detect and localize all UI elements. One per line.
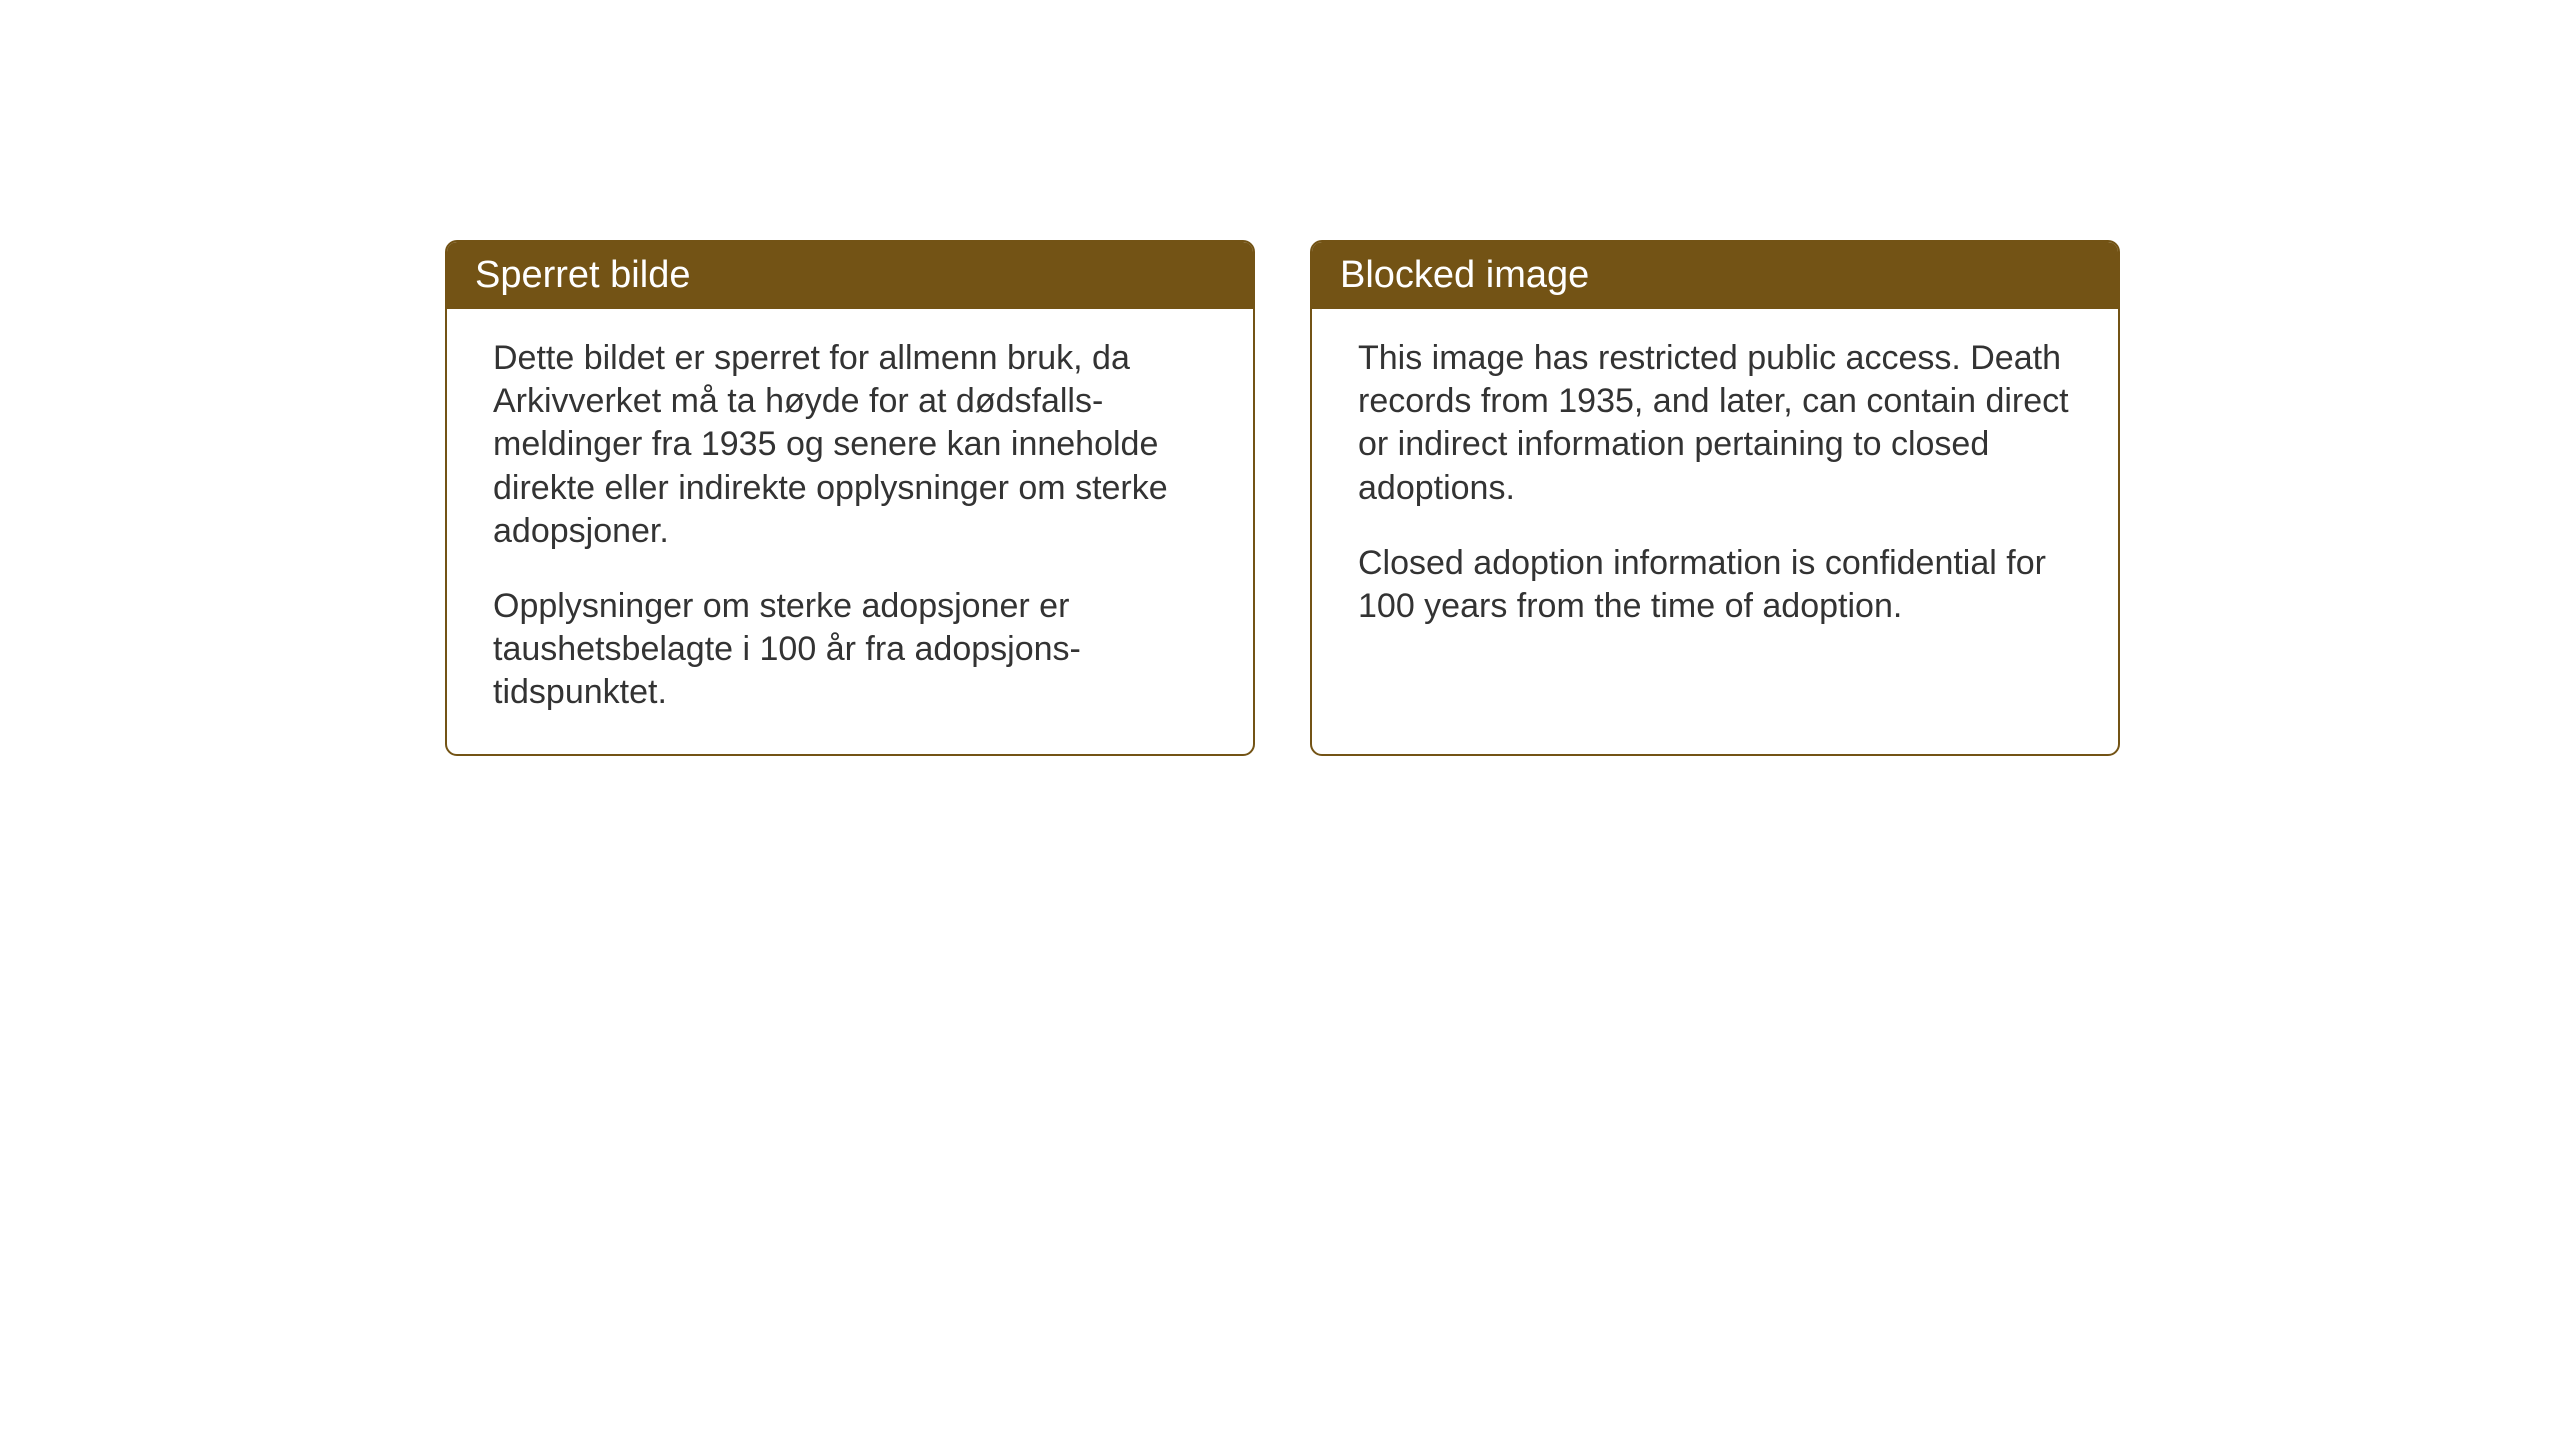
blocked-image-card-english: Blocked image This image has restricted … — [1310, 240, 2120, 756]
card-body-english: This image has restricted public access.… — [1312, 309, 2118, 668]
card-body-norwegian: Dette bildet er sperret for allmenn bruk… — [447, 309, 1253, 754]
card-paragraph-1-english: This image has restricted public access.… — [1358, 337, 2072, 510]
card-container: Sperret bilde Dette bildet er sperret fo… — [445, 240, 2120, 756]
card-paragraph-2-english: Closed adoption information is confident… — [1358, 542, 2072, 628]
card-header-norwegian: Sperret bilde — [447, 242, 1253, 309]
card-paragraph-2-norwegian: Opplysninger om sterke adopsjoner er tau… — [493, 585, 1207, 715]
card-header-english: Blocked image — [1312, 242, 2118, 309]
card-paragraph-1-norwegian: Dette bildet er sperret for allmenn bruk… — [493, 337, 1207, 553]
blocked-image-card-norwegian: Sperret bilde Dette bildet er sperret fo… — [445, 240, 1255, 756]
